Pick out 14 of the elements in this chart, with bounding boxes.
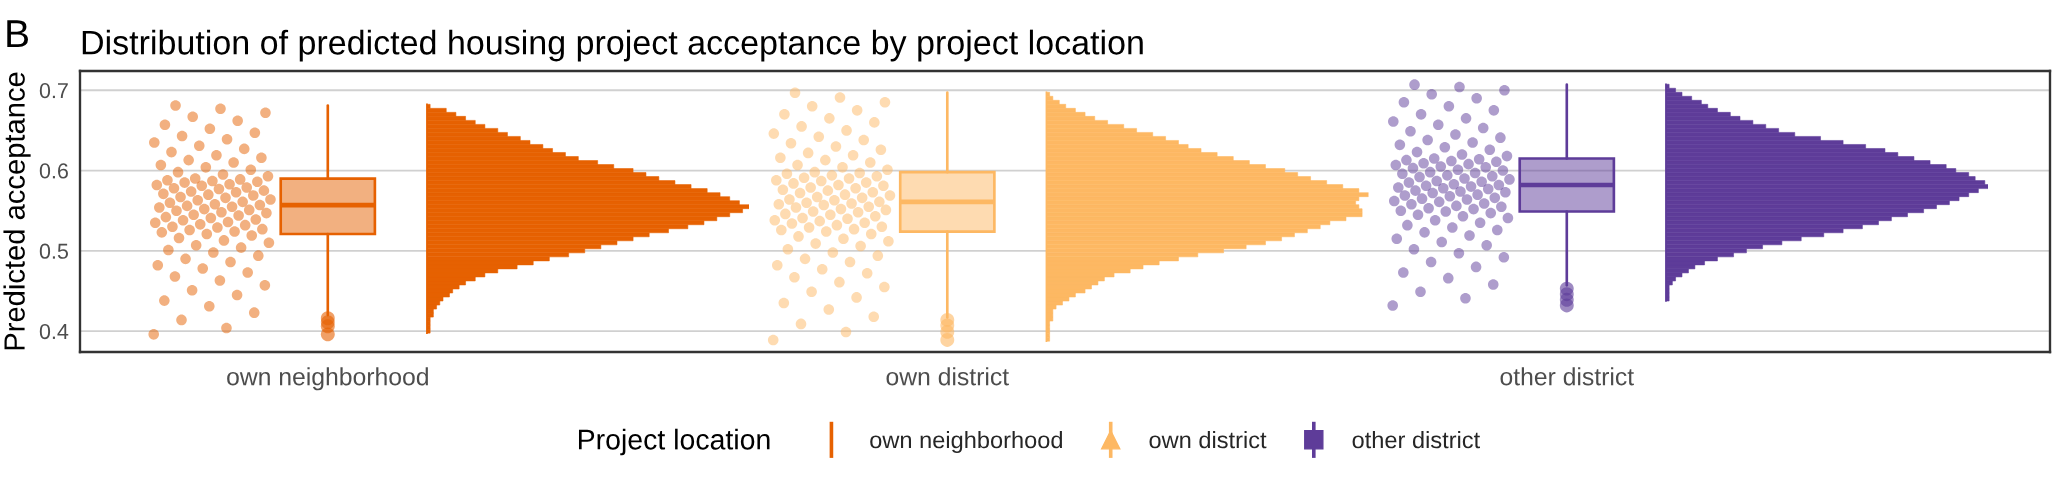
chart-title: Distribution of predicted housing project acceptance by project location [82, 29, 1143, 62]
y-tick-label: 0.5 [39, 243, 68, 259]
y-axis-title: Predicted acceptance [3, 72, 31, 350]
y-tick-label: 0.7 [39, 83, 68, 99]
y-tick-label: 0.4 [39, 323, 69, 340]
x-tick-label: own district [886, 367, 1009, 386]
legend-title: Project location [578, 428, 770, 456]
x-tick-label: other district [1500, 367, 1634, 386]
legend-label: own district [1149, 430, 1267, 449]
y-tick-label: 0.6 [39, 163, 68, 179]
legend-label: own neighborhood [870, 430, 1062, 454]
text: B [7, 20, 28, 48]
x-tick-label: own neighborhood [227, 367, 428, 391]
legend-label: other district [1352, 430, 1480, 449]
